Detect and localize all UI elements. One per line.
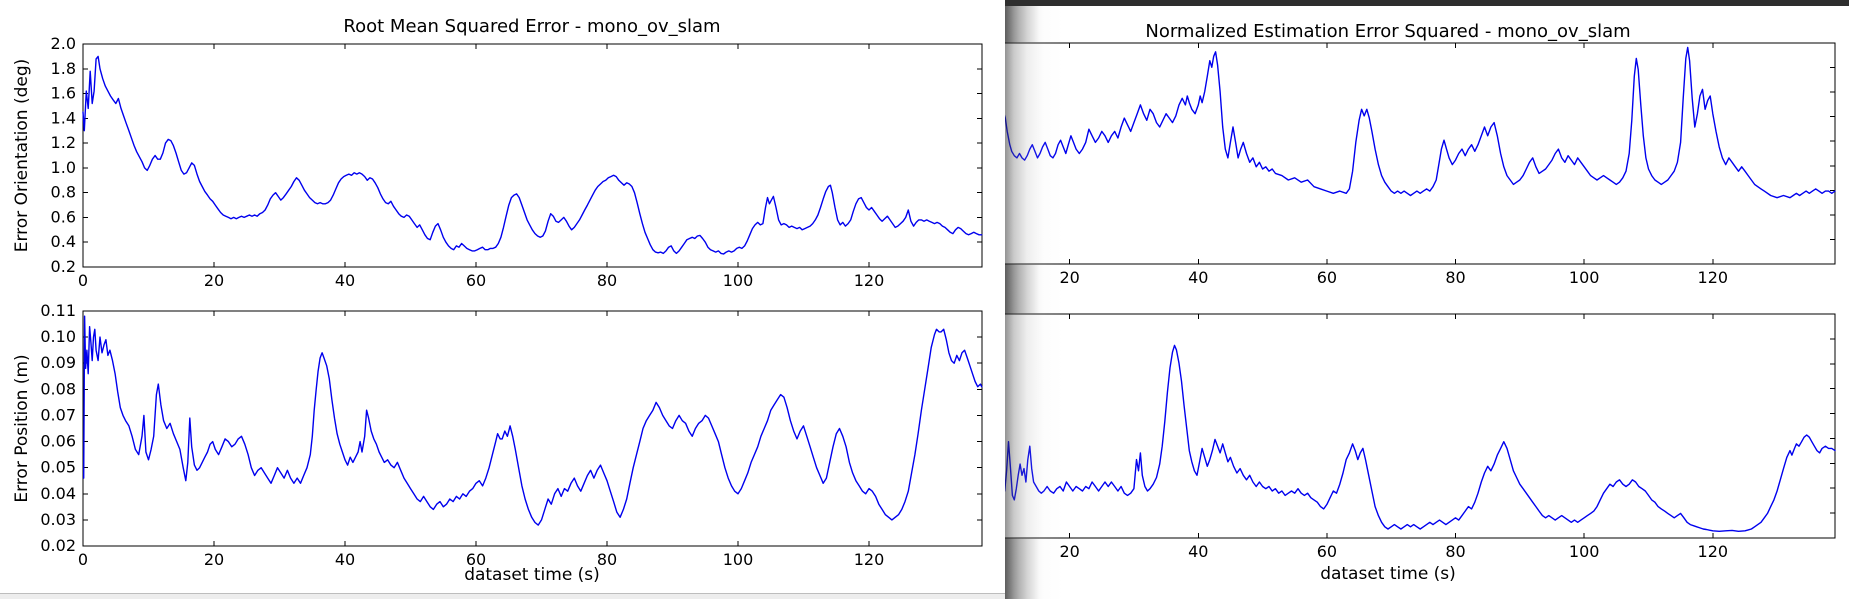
- y-tick-label: 0.02: [40, 536, 76, 555]
- y-tick-label: 1.0: [51, 158, 76, 177]
- nees-figure-window[interactable]: Normalized Estimation Error Squared - mo…: [1005, 0, 1849, 599]
- x-tick-label: 40: [335, 271, 355, 290]
- y-tick-label: 0.08: [40, 379, 76, 398]
- x-tick-label: 80: [1445, 542, 1465, 561]
- axes-frame: [82, 310, 983, 547]
- x-tick-label: 120: [1698, 542, 1729, 561]
- y-tick-label: 0.06: [40, 432, 76, 451]
- x-tick-label: 60: [466, 550, 486, 569]
- x-tick-label: 80: [1445, 268, 1465, 287]
- axes-frame: [1005, 313, 1836, 539]
- series-rmse_position_m: [83, 315, 983, 526]
- x-tick-label: 20: [204, 271, 224, 290]
- x-tick-label: 60: [466, 271, 486, 290]
- x-tick-label: 100: [1569, 542, 1600, 561]
- y-tick-label: 1.6: [51, 84, 76, 103]
- y-tick-label: 0.8: [51, 183, 76, 202]
- x-tick-label: 20: [1059, 542, 1079, 561]
- x-tick-label: 20: [1059, 268, 1079, 287]
- x-tick-label: 40: [1188, 268, 1208, 287]
- y-tick-label: 2.0: [51, 34, 76, 53]
- x-tick-label: 120: [854, 550, 885, 569]
- x-tick-label: 80: [597, 550, 617, 569]
- y-tick-label: 0.09: [40, 353, 76, 372]
- x-tick-label: 100: [723, 550, 754, 569]
- y-tick-label: 0.2: [51, 257, 76, 276]
- y-axis-label: Error Orientation (deg): [12, 59, 32, 253]
- x-tick-label: 0: [78, 271, 88, 290]
- y-tick-label: 0.04: [40, 484, 76, 503]
- series-nees_position: [1005, 344, 1836, 532]
- y-tick-label: 1.2: [51, 133, 76, 152]
- nees-window-top-bar: [1005, 0, 1849, 6]
- x-axis-label: dataset time (s): [464, 565, 600, 585]
- y-tick-label: 1.4: [51, 108, 76, 127]
- rmse-window-bottom-edge: [0, 593, 1005, 599]
- x-tick-label: 80: [597, 271, 617, 290]
- x-tick-label: 40: [1188, 542, 1208, 561]
- x-tick-label: 100: [723, 271, 754, 290]
- series-nees_orientation: [1005, 46, 1836, 199]
- axes-frame: [82, 43, 983, 268]
- rmse-plot-canvas: Root Mean Squared Error - mono_ov_slamda…: [12, 16, 983, 585]
- plot-title: Normalized Estimation Error Squared - mo…: [1145, 21, 1630, 42]
- series-rmse_orientation_deg: [82, 55, 983, 255]
- nees-plot-canvas: Normalized Estimation Error Squared - mo…: [1005, 21, 1836, 584]
- x-tick-label: 0: [78, 550, 88, 569]
- y-tick-label: 0.07: [40, 405, 76, 424]
- y-tick-label: 0.05: [40, 458, 76, 477]
- x-axis-label: dataset time (s): [1320, 564, 1456, 584]
- y-tick-label: 0.6: [51, 207, 76, 226]
- y-tick-label: 1.8: [51, 59, 76, 78]
- x-tick-label: 20: [204, 550, 224, 569]
- x-tick-label: 60: [1317, 542, 1337, 561]
- plot-title: Root Mean Squared Error - mono_ov_slam: [343, 16, 720, 37]
- y-tick-label: 0.4: [51, 232, 76, 251]
- x-tick-label: 60: [1317, 268, 1337, 287]
- x-tick-label: 120: [1698, 268, 1729, 287]
- x-tick-label: 100: [1569, 268, 1600, 287]
- y-tick-label: 0.03: [40, 510, 76, 529]
- y-tick-label: 0.11: [40, 301, 76, 320]
- axes-frame: [1005, 42, 1836, 265]
- y-tick-label: 0.10: [40, 327, 76, 346]
- x-tick-label: 120: [854, 271, 885, 290]
- x-tick-label: 40: [335, 550, 355, 569]
- y-axis-label: Error Position (m): [12, 354, 32, 502]
